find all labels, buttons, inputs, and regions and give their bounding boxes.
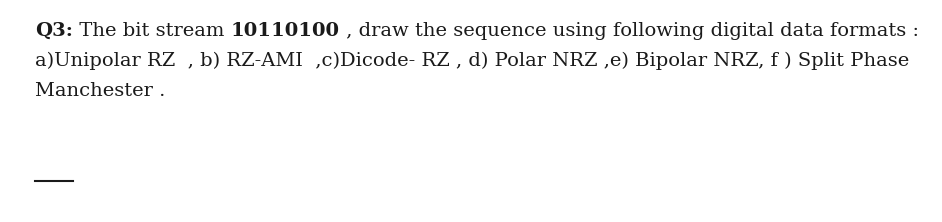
Text: Q3:: Q3: [35, 22, 73, 40]
Text: 10110100: 10110100 [231, 22, 339, 40]
Text: a)Unipolar RZ  , b) RZ-AMI  ,c)Dicode- RZ , d) Polar NRZ ,e) Bipolar NRZ, f ) Sp: a)Unipolar RZ , b) RZ-AMI ,c)Dicode- RZ … [35, 52, 909, 70]
Text: The bit stream: The bit stream [73, 22, 231, 40]
Text: , draw the sequence using following digital data formats :: , draw the sequence using following digi… [339, 22, 918, 40]
Text: Manchester .: Manchester . [35, 82, 166, 100]
